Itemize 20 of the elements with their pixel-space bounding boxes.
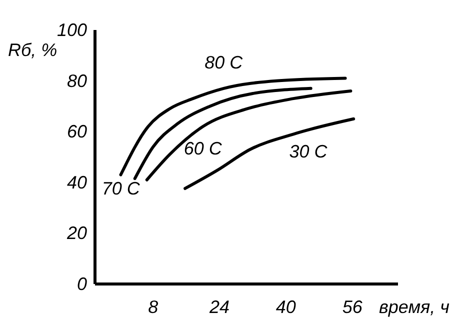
x-tick-label: 24 xyxy=(208,297,230,317)
x-tick-label: 40 xyxy=(276,297,296,317)
x-axis-title: время, ч xyxy=(379,297,450,317)
x-tick-label: 8 xyxy=(148,297,158,317)
y-tick-label: 0 xyxy=(76,274,87,294)
series-label: 70 C xyxy=(102,178,141,199)
y-axis-title: Rб, % xyxy=(8,40,58,60)
x-tick-label: 56 xyxy=(342,297,364,317)
y-tick-label: 60 xyxy=(66,122,87,142)
y-tick-label: 80 xyxy=(66,70,87,91)
series-label: 80 C xyxy=(204,52,244,72)
line-series xyxy=(145,89,352,182)
series-label: 60 C xyxy=(184,138,223,159)
line-series xyxy=(184,117,356,190)
series-label: 30 C xyxy=(289,141,328,162)
y-tick-label: 100 xyxy=(56,20,87,40)
y-tick-label: 40 xyxy=(66,172,87,192)
line-series xyxy=(133,86,312,180)
y-tick-label: 20 xyxy=(66,223,87,244)
line-series xyxy=(119,76,347,176)
